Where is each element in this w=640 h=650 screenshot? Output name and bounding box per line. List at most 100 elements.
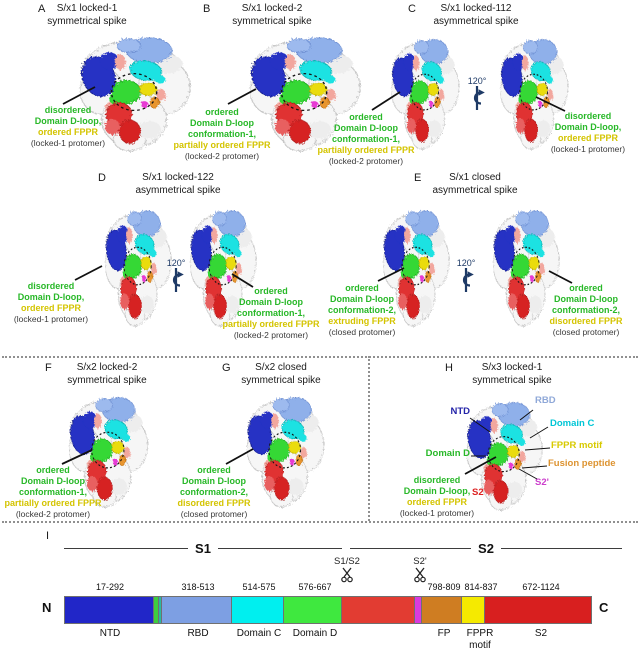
panel-f-label: ordered Domain D-loop conformation-1, pa… xyxy=(0,465,106,520)
panel-b-title-line1: S/x1 locked-2 xyxy=(241,3,303,14)
panel-d-title-line1: S/x1 locked-122 xyxy=(142,172,214,183)
panel-b-title-line2: symmetrical spike xyxy=(232,15,312,27)
label-line: (closed protomer) xyxy=(552,327,620,337)
label-line: (locked-1 protomer) xyxy=(550,144,626,154)
dashed-separator-bottom xyxy=(2,521,638,523)
bar-segment-linker-green xyxy=(153,597,159,623)
rotation-angle-label: 120° xyxy=(456,258,476,268)
panel-h-letter: H xyxy=(445,362,453,374)
panel-h-title-line1: S/x3 locked-1 xyxy=(481,362,543,373)
panel-g-letter: G xyxy=(222,362,231,374)
label-line: Domain D-loop xyxy=(330,294,394,304)
panel-d-title-line2: asymmetrical spike xyxy=(135,184,221,196)
label-line: partially ordered FPPR xyxy=(222,319,320,329)
spike-domain-bar xyxy=(64,596,592,624)
panel-c-label-left: ordered Domain D-loop conformation-1, pa… xyxy=(310,112,422,167)
bar-segment-fppr-motif xyxy=(461,597,486,623)
label-line: conformation-1, xyxy=(187,129,256,139)
annotation-ntd: NTD xyxy=(450,406,470,417)
label-line: (locked-1 protomer) xyxy=(13,314,89,324)
panel-c-title-line1: S/x1 locked-112 xyxy=(440,3,512,14)
bar-segment-s1s2-region xyxy=(341,597,415,623)
label-line: disordered FPPR xyxy=(177,498,251,508)
panel-g-title-line2: symmetrical spike xyxy=(241,374,321,386)
s2-subunit-bracket: S2 xyxy=(350,540,622,556)
label-line: Domain D-loop, xyxy=(554,122,622,132)
label-line: extruding FPPR xyxy=(328,316,396,326)
bar-segment-linker-teal xyxy=(158,597,162,623)
label-line: ordered xyxy=(197,465,231,475)
panel-g-title-line1: S/x2 closed xyxy=(255,362,307,373)
cleavage-site-s1s2-label: S1/S2 xyxy=(334,556,360,567)
panel-h-title: S/x3 locked-1 symmetrical spike xyxy=(449,362,575,387)
label-line: ordered FPPR xyxy=(557,133,618,143)
bar-segment-ntd xyxy=(65,597,154,623)
rotation-axis-icon xyxy=(462,268,474,294)
panel-e-title-line2: asymmetrical spike xyxy=(432,184,518,196)
label-line: (locked-1 protomer) xyxy=(399,508,475,518)
bracket-line xyxy=(350,547,472,549)
panel-b-title: S/x1 locked-2 symmetrical spike xyxy=(209,3,335,28)
panel-a-title-line2: symmetrical spike xyxy=(47,15,127,27)
range-ntd: 17-292 xyxy=(95,582,125,592)
label-line: ordered xyxy=(349,112,383,122)
s1-subunit-bracket: S1 xyxy=(64,541,342,556)
panel-d-letter: D xyxy=(98,172,106,184)
name-domain-d: Domain D xyxy=(292,628,338,639)
label-line: ordered FPPR xyxy=(406,497,467,507)
bracket-line xyxy=(500,547,622,549)
rotation-angle-label: 120° xyxy=(467,76,487,86)
annotation-s2: S2 xyxy=(472,487,484,498)
label-line: ordered xyxy=(254,286,288,296)
label-line: (closed protomer) xyxy=(328,327,396,337)
annotation-domain-c: Domain C xyxy=(550,418,595,429)
rotation-icon-c: 120° xyxy=(462,76,492,112)
bracket-line xyxy=(64,547,189,549)
label-line: disordered xyxy=(564,111,612,121)
label-line: disordered FPPR xyxy=(549,316,623,326)
label-line: partially ordered FPPR xyxy=(317,145,415,155)
panel-d-label-right: ordered Domain D-loop conformation-1, pa… xyxy=(214,286,328,341)
label-line: Domain D-loop xyxy=(190,118,254,128)
bar-segment-s2prime xyxy=(414,597,422,623)
label-line: conformation-1, xyxy=(331,134,400,144)
c-terminus-label: C xyxy=(599,600,609,615)
annotation-fusion-peptide: Fusion peptide xyxy=(548,458,616,469)
label-line: disordered xyxy=(413,475,461,485)
label-line: (locked-1 protomer) xyxy=(30,138,106,148)
range-s2: 672-1124 xyxy=(522,582,560,592)
label-line: partially ordered FPPR xyxy=(173,140,271,150)
scissors-icon-s2prime xyxy=(414,567,426,583)
label-line: ordered FPPR xyxy=(37,127,98,137)
bar-segment-rbd xyxy=(161,597,233,623)
rotation-axis-icon xyxy=(172,268,184,294)
label-line: Domain D-loop xyxy=(554,294,618,304)
panel-e-label-right: ordered Domain D-loop conformation-2, di… xyxy=(532,283,640,338)
dashed-separator-top xyxy=(2,356,638,358)
name-fp: FP xyxy=(437,628,451,639)
bar-segment-domain-c xyxy=(232,597,285,623)
bar-segment-s2 xyxy=(485,597,591,623)
name-s2: S2 xyxy=(534,628,548,639)
s2-subunit-label: S2 xyxy=(478,540,494,556)
annotation-s2-prime: S2' xyxy=(535,477,549,488)
label-line: Domain D-loop xyxy=(239,297,303,307)
label-line: (locked-2 protomer) xyxy=(184,151,260,161)
panel-b-letter: B xyxy=(203,3,211,15)
cleavage-site-s2prime-label: S2' xyxy=(413,556,427,567)
name-fppr-motif: FPPR motif xyxy=(466,628,494,650)
label-line: conformation-1, xyxy=(236,308,305,318)
label-line: Domain D-loop, xyxy=(34,116,102,126)
range-fp: 798-809 xyxy=(427,582,461,592)
panel-g-title: S/x2 closed symmetrical spike xyxy=(218,362,344,387)
panel-a-title: S/x1 locked-1 symmetrical spike xyxy=(24,3,150,28)
label-line: Domain D-loop, xyxy=(403,486,471,496)
panel-e-letter: E xyxy=(414,172,422,184)
panel-c-letter: C xyxy=(408,3,416,15)
bar-segment-domain-d xyxy=(284,597,342,623)
label-line: conformation-1, xyxy=(18,487,87,497)
panel-h-title-line2: symmetrical spike xyxy=(472,374,552,386)
bracket-line xyxy=(217,547,342,549)
panel-b-label: ordered Domain D-loop conformation-1, pa… xyxy=(165,107,279,162)
panel-a-letter: A xyxy=(38,3,46,15)
